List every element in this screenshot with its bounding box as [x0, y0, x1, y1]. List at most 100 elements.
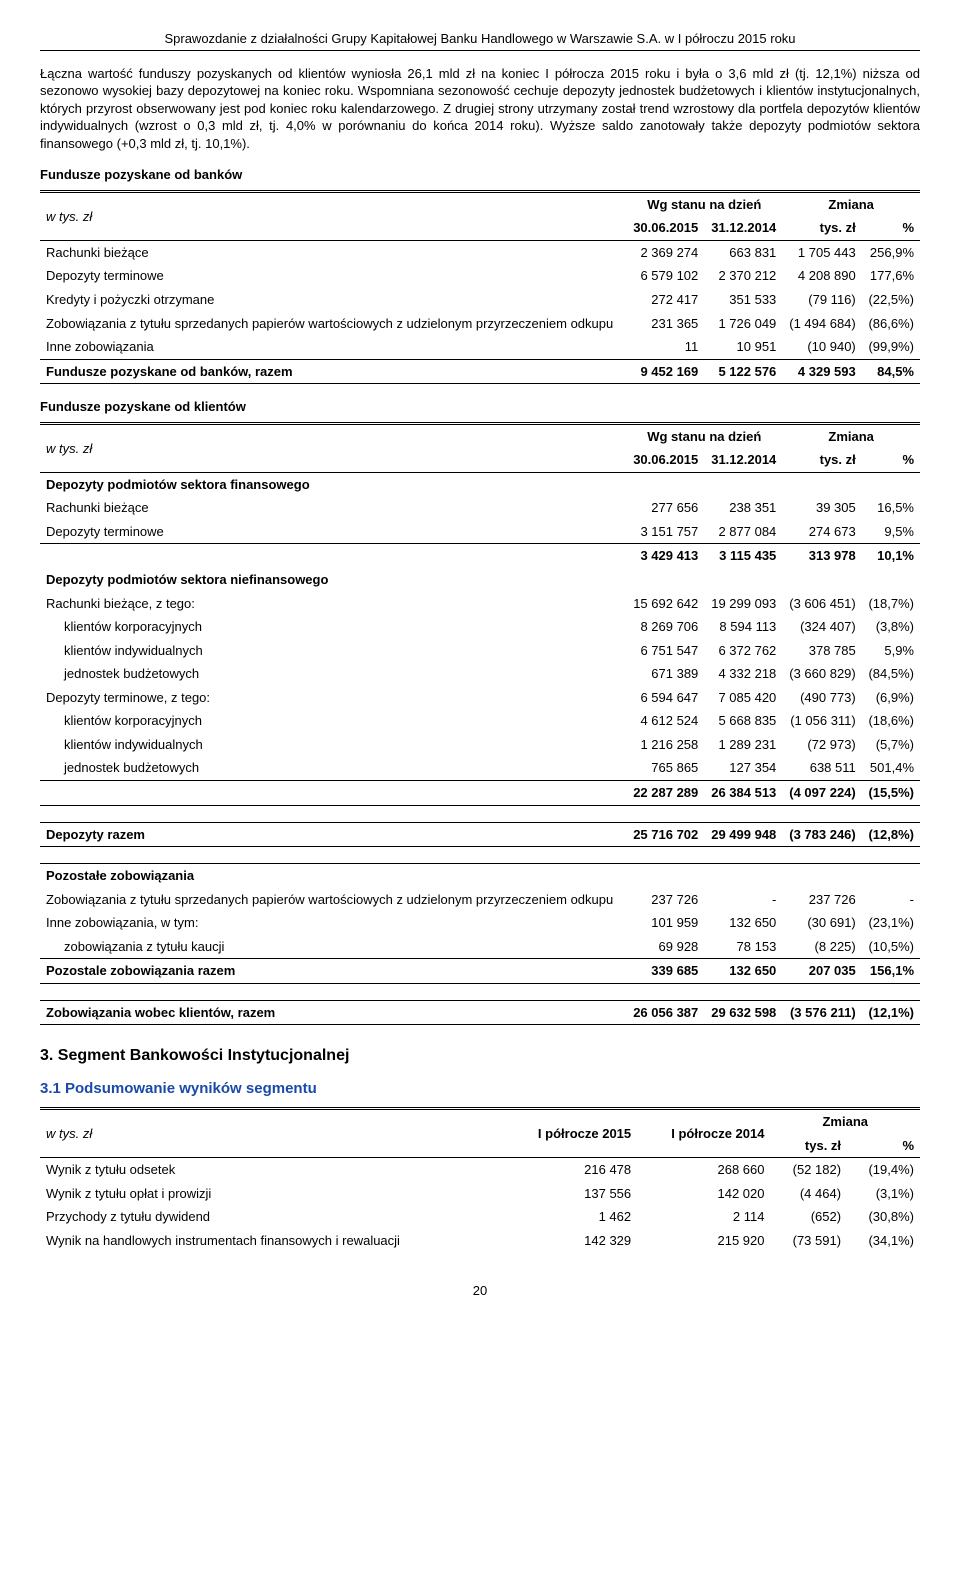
cell: (4 097 224) [782, 780, 861, 805]
cell: 5 122 576 [704, 359, 782, 384]
cell: 132 650 [704, 911, 782, 935]
section-3-1-title: 3.1 Podsumowanie wyników segmentu [40, 1079, 920, 1099]
row-label: Zobowiązania z tytułu sprzedanych papier… [40, 888, 626, 912]
cell: (3 783 246) [782, 822, 861, 847]
clients-total-label: Zobowiązania wobec klientów, razem [40, 1000, 626, 1025]
banks-heading: Fundusze pozyskane od banków [40, 166, 920, 184]
cell: 351 533 [704, 288, 782, 312]
cell: - [704, 888, 782, 912]
cell: 7 085 420 [704, 686, 782, 710]
cell: (79 116) [782, 288, 861, 312]
cell: (10 940) [782, 335, 861, 359]
cell: 2 369 274 [626, 240, 704, 264]
cell: 8 594 113 [704, 615, 782, 639]
cell: (84,5%) [862, 662, 920, 686]
cell: (12,8%) [862, 822, 920, 847]
cell: 268 660 [637, 1158, 770, 1182]
intro-paragraph: Łączna wartość funduszy pozyskanych od k… [40, 65, 920, 153]
row-label: Inne zobowiązania [40, 335, 626, 359]
cell: 378 785 [782, 639, 861, 663]
cell: 237 726 [626, 888, 704, 912]
cell: 10 951 [704, 335, 782, 359]
page-header: Sprawozdanie z działalności Grupy Kapita… [40, 30, 920, 51]
cell: (490 773) [782, 686, 861, 710]
cell: (86,6%) [862, 312, 920, 336]
sec-fin-label: Depozyty podmiotów sektora finansowego [40, 472, 920, 496]
cell: (5,7%) [862, 733, 920, 757]
seg-h1: I półrocze 2015 [504, 1109, 637, 1158]
cell: 3 115 435 [704, 544, 782, 568]
cell: (52 182) [770, 1158, 847, 1182]
cell: 1 216 258 [626, 733, 704, 757]
cell: 6 579 102 [626, 264, 704, 288]
cell: (12,1%) [862, 1000, 920, 1025]
cell: (8 225) [782, 935, 861, 959]
segment-table: w tys. zł I półrocze 2015 I półrocze 201… [40, 1107, 920, 1252]
cell: (652) [770, 1205, 847, 1229]
col-wg: Wg stanu na dzień [626, 191, 782, 216]
cell: 9 452 169 [626, 359, 704, 384]
cell: 663 831 [704, 240, 782, 264]
cell: 177,6% [862, 264, 920, 288]
cell: 215 920 [637, 1229, 770, 1253]
cell: 216 478 [504, 1158, 637, 1182]
cell: 11 [626, 335, 704, 359]
col-unit-2: w tys. zł [40, 423, 626, 472]
cell: (3 576 211) [782, 1000, 861, 1025]
cell: 272 417 [626, 288, 704, 312]
cell: 313 978 [782, 544, 861, 568]
cell: (73 591) [770, 1229, 847, 1253]
col-tyszl-2: tys. zł [782, 448, 861, 472]
row-label: Rachunki bieżące, z tego: [40, 592, 626, 616]
row-label: Depozyty terminowe [40, 264, 626, 288]
cell: 238 351 [704, 496, 782, 520]
col-zmiana: Zmiana [782, 191, 920, 216]
cell: 4 612 524 [626, 709, 704, 733]
clients-heading: Fundusze pozyskane od klientów [40, 398, 920, 416]
col-d1-2: 30.06.2015 [626, 448, 704, 472]
col-tyszl-3: tys. zł [770, 1134, 847, 1158]
col-unit: w tys. zł [40, 191, 626, 240]
cell: 29 632 598 [704, 1000, 782, 1025]
cell: 69 928 [626, 935, 704, 959]
row-label: Rachunki bieżące [40, 240, 626, 264]
cell: 8 269 706 [626, 615, 704, 639]
cell: 39 305 [782, 496, 861, 520]
cell: (3 660 829) [782, 662, 861, 686]
dep-razem-label: Depozyty razem [40, 822, 626, 847]
cell: 6 594 647 [626, 686, 704, 710]
cell: 26 056 387 [626, 1000, 704, 1025]
cell: (3,1%) [847, 1182, 920, 1206]
cell: 1 705 443 [782, 240, 861, 264]
cell: 19 299 093 [704, 592, 782, 616]
cell: (18,7%) [862, 592, 920, 616]
cell: 765 865 [626, 756, 704, 780]
cell: 3 429 413 [626, 544, 704, 568]
section-3-title: 3. Segment Bankowości Instytucjonalnej [40, 1045, 920, 1067]
cell: (1 056 311) [782, 709, 861, 733]
cell: (18,6%) [862, 709, 920, 733]
cell: 22 287 289 [626, 780, 704, 805]
cell: 4 208 890 [782, 264, 861, 288]
col-d1: 30.06.2015 [626, 216, 704, 240]
cell: (30,8%) [847, 1205, 920, 1229]
cell: 1 289 231 [704, 733, 782, 757]
cell: 207 035 [782, 959, 861, 984]
cell: 256,9% [862, 240, 920, 264]
cell: 142 329 [504, 1229, 637, 1253]
row-label: Depozyty terminowe [40, 520, 626, 544]
cell: (15,5%) [862, 780, 920, 805]
cell: - [862, 888, 920, 912]
cell: 127 354 [704, 756, 782, 780]
cell: 1 462 [504, 1205, 637, 1229]
row-label: Wynik z tytułu odsetek [40, 1158, 504, 1182]
cell: 78 153 [704, 935, 782, 959]
row-label: Wynik z tytułu opłat i prowizji [40, 1182, 504, 1206]
cell: 3 151 757 [626, 520, 704, 544]
banks-total-label: Fundusze pozyskane od banków, razem [40, 359, 626, 384]
cell: 4 329 593 [782, 359, 861, 384]
row-label: zobowiązania z tytułu kaucji [40, 935, 626, 959]
row-label: jednostek budżetowych [40, 662, 626, 686]
cell: 137 556 [504, 1182, 637, 1206]
cell: 277 656 [626, 496, 704, 520]
